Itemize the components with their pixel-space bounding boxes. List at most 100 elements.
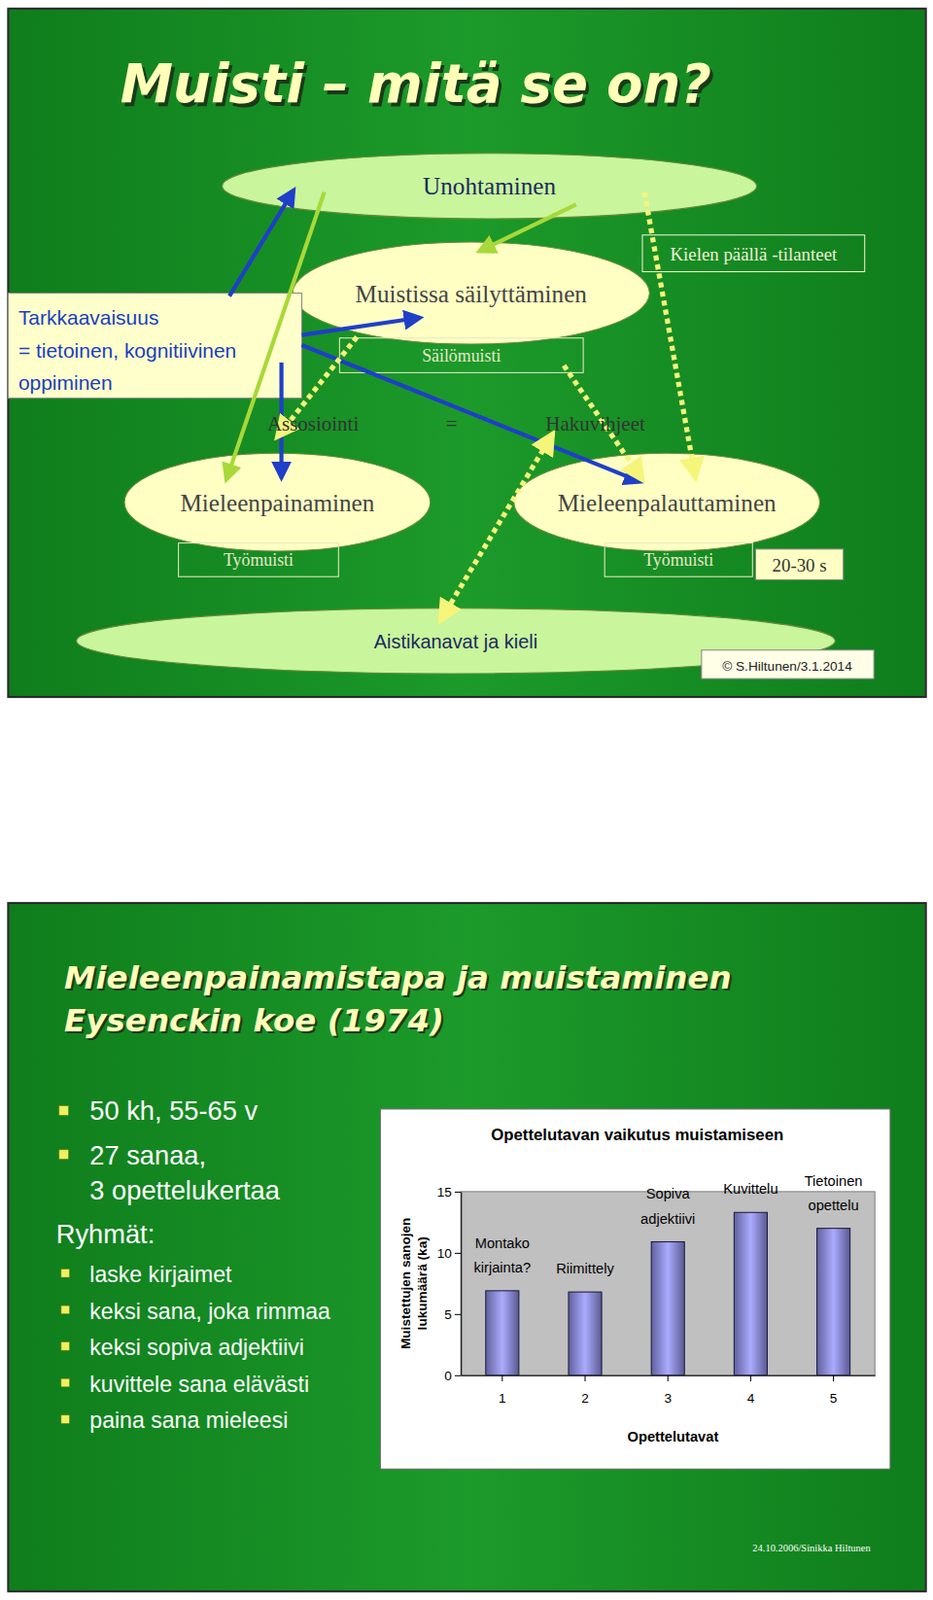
bar-annotation-line: Riimittely <box>555 1260 615 1277</box>
link-label: = <box>446 412 458 436</box>
node-label: Unohtaminen <box>422 172 556 200</box>
slide-title: Muisti – mitä se on? <box>120 52 712 115</box>
x-tick: 1 <box>498 1375 507 1407</box>
bar-annotation: Sopiva adjektiivi <box>640 1185 695 1226</box>
bullet <box>61 1269 70 1278</box>
bullet <box>59 1149 69 1159</box>
attention-text: Tarkkaavaisuus <box>18 306 160 329</box>
arrow <box>644 192 695 479</box>
bullet-text: 27 sanaa, <box>89 1140 207 1171</box>
bullet <box>61 1305 70 1314</box>
y-tick: 0 <box>444 1368 461 1383</box>
bar-annotation: Kuvittelu <box>723 1180 778 1197</box>
y-tick-mark <box>454 1313 461 1315</box>
node-ellipse <box>514 452 821 552</box>
y-tick-label: 15 <box>437 1184 452 1200</box>
arrow <box>440 433 553 621</box>
x-tick-mark <box>750 1375 752 1382</box>
box-label: 20-30 s <box>772 554 828 576</box>
chart-title: Opettelutavan vaikutus muistamiseen <box>490 1125 784 1144</box>
node-label: Mieleenpalauttaminen <box>557 489 777 517</box>
slide-title: Mieleenpainamistapa ja muistaminen <box>64 959 732 997</box>
label-box <box>339 338 584 374</box>
credit-box <box>701 650 874 679</box>
box-label: Kielen päällä -tilanteet <box>669 243 838 265</box>
bar-annotation-line: Montako <box>475 1235 530 1251</box>
bullet <box>61 1342 70 1350</box>
bar <box>733 1211 767 1375</box>
bar-annotation-line: kirjainta? <box>473 1259 531 1276</box>
bar <box>485 1290 519 1376</box>
bar-annotation-line: Kuvittelu <box>723 1180 778 1197</box>
slide-title: Eysenckin koe (1974) <box>64 1002 445 1039</box>
group-text: keksi sopiva adjektiivi <box>89 1334 305 1360</box>
attention-text: oppiminen <box>18 371 113 394</box>
node-ellipse <box>292 241 650 345</box>
node-label: Aistikanavat ja kieli <box>374 630 538 653</box>
slide-background <box>7 8 926 697</box>
bullet-text: 3 opettelukertaa <box>89 1174 280 1206</box>
box-label: Työmuisti <box>223 550 294 570</box>
bar <box>568 1291 602 1376</box>
x-tick-label: 1 <box>498 1390 507 1406</box>
attention-text: = tietoinen, kognitiivinen <box>18 339 237 362</box>
y-axis-title-line: Muistettujen sanojen <box>398 1217 414 1350</box>
x-tick: 2 <box>581 1375 589 1407</box>
groups-heading: Ryhmät: <box>56 1218 156 1249</box>
label-box <box>755 549 843 580</box>
node-label: Muistissa säilyttäminen <box>355 280 588 308</box>
bar-annotation-line: opettelu <box>807 1197 859 1213</box>
x-axis-title: Opettelutavat <box>627 1428 720 1445</box>
bar-annotation: Tietoinen opettelu <box>804 1173 864 1213</box>
x-tick: 3 <box>663 1375 672 1407</box>
bar <box>817 1228 851 1376</box>
y-tick-mark <box>454 1252 461 1254</box>
y-tick-label: 0 <box>444 1368 452 1383</box>
bars <box>485 1211 851 1375</box>
chart-background <box>380 1108 891 1469</box>
label-box <box>604 543 753 578</box>
arrow <box>302 317 421 336</box>
y-tick-label: 10 <box>437 1245 453 1261</box>
bullet-text: 50 kh, 55-65 v <box>89 1095 258 1126</box>
y-tick-mark <box>454 1375 461 1377</box>
group-text: paina sana mieleesi <box>89 1408 288 1434</box>
node-ellipse <box>222 153 758 219</box>
arrow <box>226 192 325 481</box>
slide-background <box>7 902 926 1591</box>
link-label: Assosiointi <box>267 412 360 436</box>
group-text: laske kirjaimet <box>89 1261 233 1287</box>
x-tick-mark <box>832 1375 834 1382</box>
link-label: Hakuvihjeet <box>545 412 646 436</box>
bar-annotation-line: Sopiva <box>646 1185 692 1202</box>
label-box <box>642 235 865 273</box>
x-tick-label: 2 <box>581 1390 589 1406</box>
group-text: kuvittele sana elävästi <box>89 1371 310 1397</box>
footer: 24.10.2006/Sinikka Hiltunen <box>752 1542 871 1554</box>
arrow <box>229 190 294 297</box>
y-tick-mark <box>454 1191 461 1193</box>
y-axis-title: Muistettujen sanojenlukumäärä (ka) <box>398 1217 430 1350</box>
box-label: Säilömuisti <box>421 345 501 366</box>
y-tick-label: 5 <box>444 1307 452 1322</box>
bar <box>651 1242 685 1376</box>
bullet <box>59 1105 69 1115</box>
x-tick: 4 <box>747 1375 756 1407</box>
x-tick-mark <box>584 1375 586 1382</box>
bar-annotation-line: adjektiivi <box>640 1210 695 1227</box>
bullet <box>61 1378 70 1386</box>
bar-annotation: Montako kirjainta? <box>473 1235 531 1276</box>
group-text: keksi sana, joka rimmaa <box>89 1298 331 1324</box>
x-axis: 12345 <box>461 1375 876 1407</box>
page: Muisti – mitä se on?Muisti – mitä se on?… <box>0 0 933 1600</box>
bar-annotation-line: Tietoinen <box>804 1173 864 1189</box>
y-axis-line <box>460 1191 462 1376</box>
plot-area <box>460 1191 875 1376</box>
y-axis: 0 5 10 15 <box>437 1184 462 1383</box>
label-box <box>178 543 340 578</box>
y-tick: 10 <box>437 1245 462 1261</box>
box-label: Työmuisti <box>643 550 714 570</box>
y-tick: 5 <box>444 1307 461 1322</box>
y-axis-title-line: lukumäärä (ka) <box>414 1236 430 1330</box>
x-tick-label: 3 <box>663 1390 672 1406</box>
